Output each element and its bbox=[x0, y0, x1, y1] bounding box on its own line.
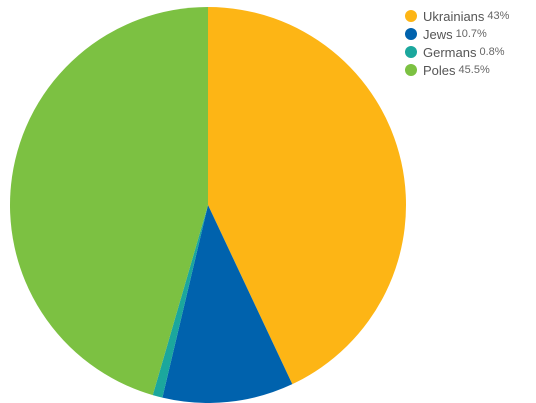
legend-swatch-germans bbox=[405, 46, 417, 58]
legend-value-jews: 10.7% bbox=[455, 28, 487, 40]
legend-label-poles: Poles bbox=[423, 62, 456, 78]
pie-slice-germans[interactable] bbox=[152, 205, 208, 398]
legend-swatch-ukrainians bbox=[405, 10, 417, 22]
legend-swatch-jews bbox=[405, 28, 417, 40]
pie-slice-jews[interactable] bbox=[162, 205, 293, 403]
legend-item-germans[interactable]: Germans 0.8% bbox=[405, 43, 509, 61]
legend-label-ukrainians: Ukrainians bbox=[423, 8, 485, 24]
legend-label-jews: Jews bbox=[423, 26, 453, 42]
legend-value-ukrainians: 43% bbox=[487, 10, 510, 22]
legend-item-jews[interactable]: Jews 10.7% bbox=[405, 25, 509, 43]
legend-item-ukrainians[interactable]: Ukrainians 43% bbox=[405, 7, 509, 25]
chart-legend: Ukrainians 43% Jews 10.7% Germans 0.8% P… bbox=[405, 7, 509, 79]
legend-value-germans: 0.8% bbox=[479, 46, 505, 58]
pie-slice-ukrainians[interactable] bbox=[208, 7, 407, 385]
legend-swatch-poles bbox=[405, 64, 417, 76]
pie-slice-poles[interactable] bbox=[9, 7, 209, 396]
legend-value-poles: 45.5% bbox=[458, 64, 490, 76]
legend-label-germans: Germans bbox=[423, 44, 477, 60]
legend-item-poles[interactable]: Poles 45.5% bbox=[405, 61, 509, 79]
